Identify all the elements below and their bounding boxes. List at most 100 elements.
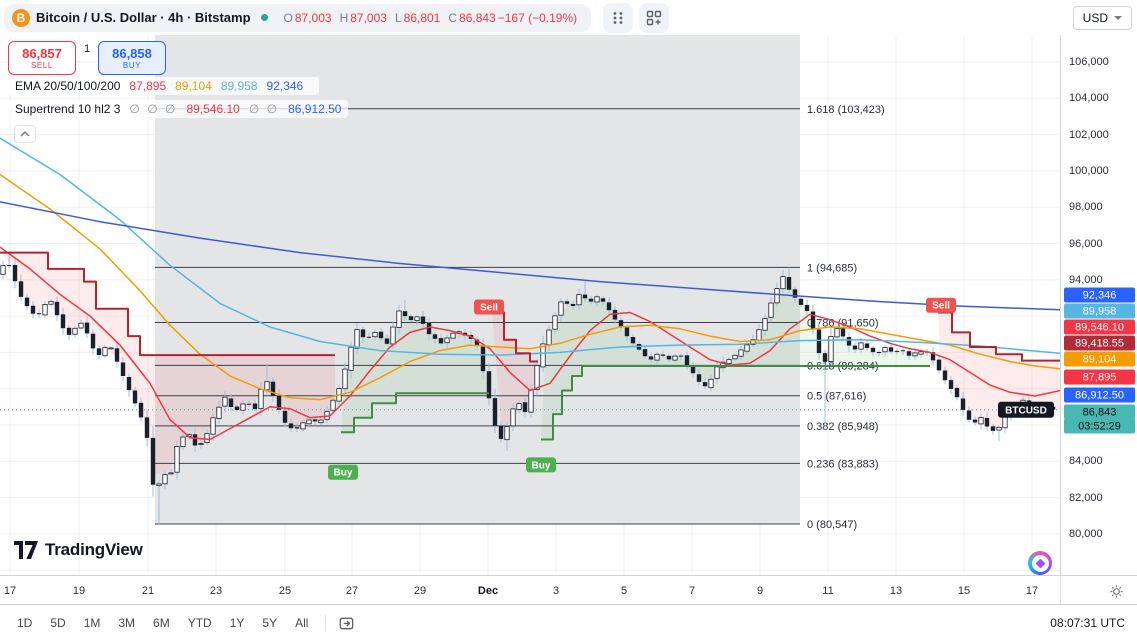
close-value: 86,843	[459, 10, 496, 25]
ema-legend-values: 87,895 89,104 89,958 92,346	[129, 79, 312, 93]
go-to-date-icon	[340, 617, 354, 629]
ema-line	[0, 173, 1060, 401]
supertrend-hidden-values: ∅ ∅ ∅	[129, 102, 178, 116]
bitcoin-logo-icon: B	[12, 8, 30, 27]
range-button-ytd[interactable]: YTD	[179, 610, 221, 636]
price-axis-label: 86,843	[1064, 404, 1135, 420]
supertrend-line	[0, 251, 335, 357]
symbol-price-chip: BTCUSD	[998, 401, 1054, 418]
multichart-layout-icon	[646, 10, 662, 25]
supertrend-line	[492, 311, 538, 363]
open-label: O	[283, 10, 293, 25]
svg-text:BTCUSD: BTCUSD	[1005, 406, 1047, 417]
svg-text:Buy: Buy	[532, 460, 551, 471]
svg-text:Sell: Sell	[932, 301, 950, 312]
currency-dropdown[interactable]: USD	[1072, 5, 1132, 30]
price-tick-label: 102,000	[1069, 128, 1109, 141]
price-tick-label: 94,000	[1069, 273, 1103, 286]
sell-marker: Sell	[926, 297, 956, 313]
price-tick-label: 96,000	[1069, 237, 1103, 250]
time-axis-label: 17	[3, 584, 17, 597]
buy-marker: Buy	[328, 464, 358, 480]
collapse-indicators-button[interactable]	[14, 125, 36, 143]
price-tick-label: 98,000	[1069, 201, 1103, 214]
fib-level-label: 1.618 (103,423)	[807, 104, 885, 116]
range-button-3m[interactable]: 3M	[109, 610, 144, 636]
buy-price: 86,858	[112, 45, 152, 61]
time-axis-label: 23	[209, 584, 223, 597]
time-axis-label: 19	[72, 584, 86, 597]
price-tick-label: 84,000	[1069, 455, 1103, 468]
sell-label: SELL	[31, 60, 53, 70]
supertrend-legend[interactable]: Supertrend 10 hl2 3 ∅ ∅ ∅ 89,546.10 ∅ ∅ …	[8, 100, 349, 118]
range-button-6m[interactable]: 6M	[144, 610, 179, 636]
symbol-info-bar[interactable]: B Bitcoin / U.S. Dollar · 4h · Bitstamp …	[4, 3, 592, 32]
clock-utc[interactable]: 08:07:31 UTC	[1050, 616, 1125, 630]
price-tick-label: 82,000	[1069, 491, 1103, 504]
range-button-5d[interactable]: 5D	[41, 610, 74, 636]
supertrend-legend-label: Supertrend 10 hl2 3	[15, 102, 121, 116]
fib-level-label: 0.5 (87,616)	[807, 391, 866, 403]
go-to-date-button[interactable]	[334, 611, 359, 636]
range-button-1y[interactable]: 1Y	[221, 610, 254, 636]
ema-legend[interactable]: EMA 20/50/100/200 87,895 89,104 89,958 92,3…	[8, 77, 320, 95]
svg-text:Sell: Sell	[480, 303, 498, 314]
ohlc-values: O 87,003 H 87,003 L 86,801 C 86,843 −167…	[278, 11, 578, 25]
chart-topbar: B Bitcoin / U.S. Dollar · 4h · Bitstamp …	[0, 0, 1137, 35]
ema-value: 92,346	[266, 79, 304, 93]
fib-level-label: 1 (94,685)	[807, 262, 857, 274]
grid-dots-icon	[613, 11, 623, 24]
timezone-settings-button[interactable]	[1105, 580, 1127, 602]
ema-value: 87,895	[129, 79, 167, 93]
low-value: 86,801	[403, 10, 441, 25]
tradingview-logo-text: TradingView	[45, 540, 143, 559]
range-buttons-group: 1D 5D 1M 3M 6M YTD 1Y 5Y All	[8, 610, 317, 636]
time-axis-label: 17	[1025, 584, 1039, 597]
range-button-1m[interactable]: 1M	[75, 610, 110, 636]
grid-dots-button[interactable]	[603, 2, 634, 33]
time-axis-label: 21	[141, 584, 155, 597]
time-axis-label: Dec	[477, 584, 499, 597]
tradingview-logo[interactable]: TradingView	[14, 540, 143, 560]
ema-value: 89,958	[220, 79, 258, 93]
ema-legend-label: EMA 20/50/100/200	[15, 79, 121, 93]
ema-value: 89,104	[175, 79, 212, 93]
price-axis-label: 86,912.50	[1064, 387, 1135, 403]
time-axis[interactable]: 17 19 21 23 25 27 29 Dec 3 5 7 9 11 13 15 17	[0, 575, 1137, 605]
toolbar-divider	[325, 615, 327, 631]
sell-button[interactable]: 86,857 SELL	[8, 41, 76, 75]
fib-level-label: 0.382 (85,948)	[807, 421, 879, 433]
sparkle-ai-icon[interactable]	[1028, 551, 1052, 575]
time-axis-label: 11	[822, 584, 834, 597]
fib-level-label: 0.236 (83,883)	[807, 458, 879, 470]
price-axis-label: 87,895	[1064, 369, 1135, 385]
supertrend-line	[341, 392, 489, 434]
price-tick-label: 100,000	[1069, 164, 1109, 177]
price-axis[interactable]: 106,000 104,000 102,000 100,000 98,000 96,000…	[1060, 35, 1137, 575]
sparkle-ai-inner	[1031, 554, 1049, 572]
fib-level-label: 0 (80,547)	[807, 519, 857, 531]
price-axis-label: 89,958	[1064, 303, 1135, 319]
time-axis-label: 5	[620, 584, 628, 597]
range-button-all[interactable]: All	[286, 610, 317, 636]
chart-canvas[interactable]: 1.618 (103,423) 1 (94,685) 0.786 (91,650) 0…	[0, 35, 1060, 575]
countdown-label: 03:52:29	[1064, 418, 1135, 434]
time-axis-label: 13	[889, 584, 903, 597]
supertrend-line	[541, 365, 930, 441]
change-value: −167 (−0.19%)	[497, 10, 578, 25]
supertrend-lower-value: 86,912.50	[288, 102, 342, 116]
range-button-1d[interactable]: 1D	[8, 610, 41, 636]
time-axis-label: 15	[957, 584, 971, 597]
range-button-5y[interactable]: 5Y	[253, 610, 286, 636]
time-axis-label: 7	[688, 584, 696, 597]
time-axis-label: 9	[756, 584, 764, 597]
open-value: 87,003	[294, 10, 332, 25]
symbol-title[interactable]: Bitcoin / U.S. Dollar · 4h · Bitstamp	[36, 10, 251, 25]
high-value: 87,003	[350, 10, 387, 25]
multichart-layout-button[interactable]	[639, 2, 670, 33]
price-axis-label: 92,346	[1064, 287, 1135, 303]
chevron-up-icon	[20, 130, 30, 137]
buy-button[interactable]: 86,858 BUY	[98, 41, 166, 75]
time-axis-label: 25	[278, 584, 292, 597]
time-axis-label: 29	[413, 584, 427, 597]
